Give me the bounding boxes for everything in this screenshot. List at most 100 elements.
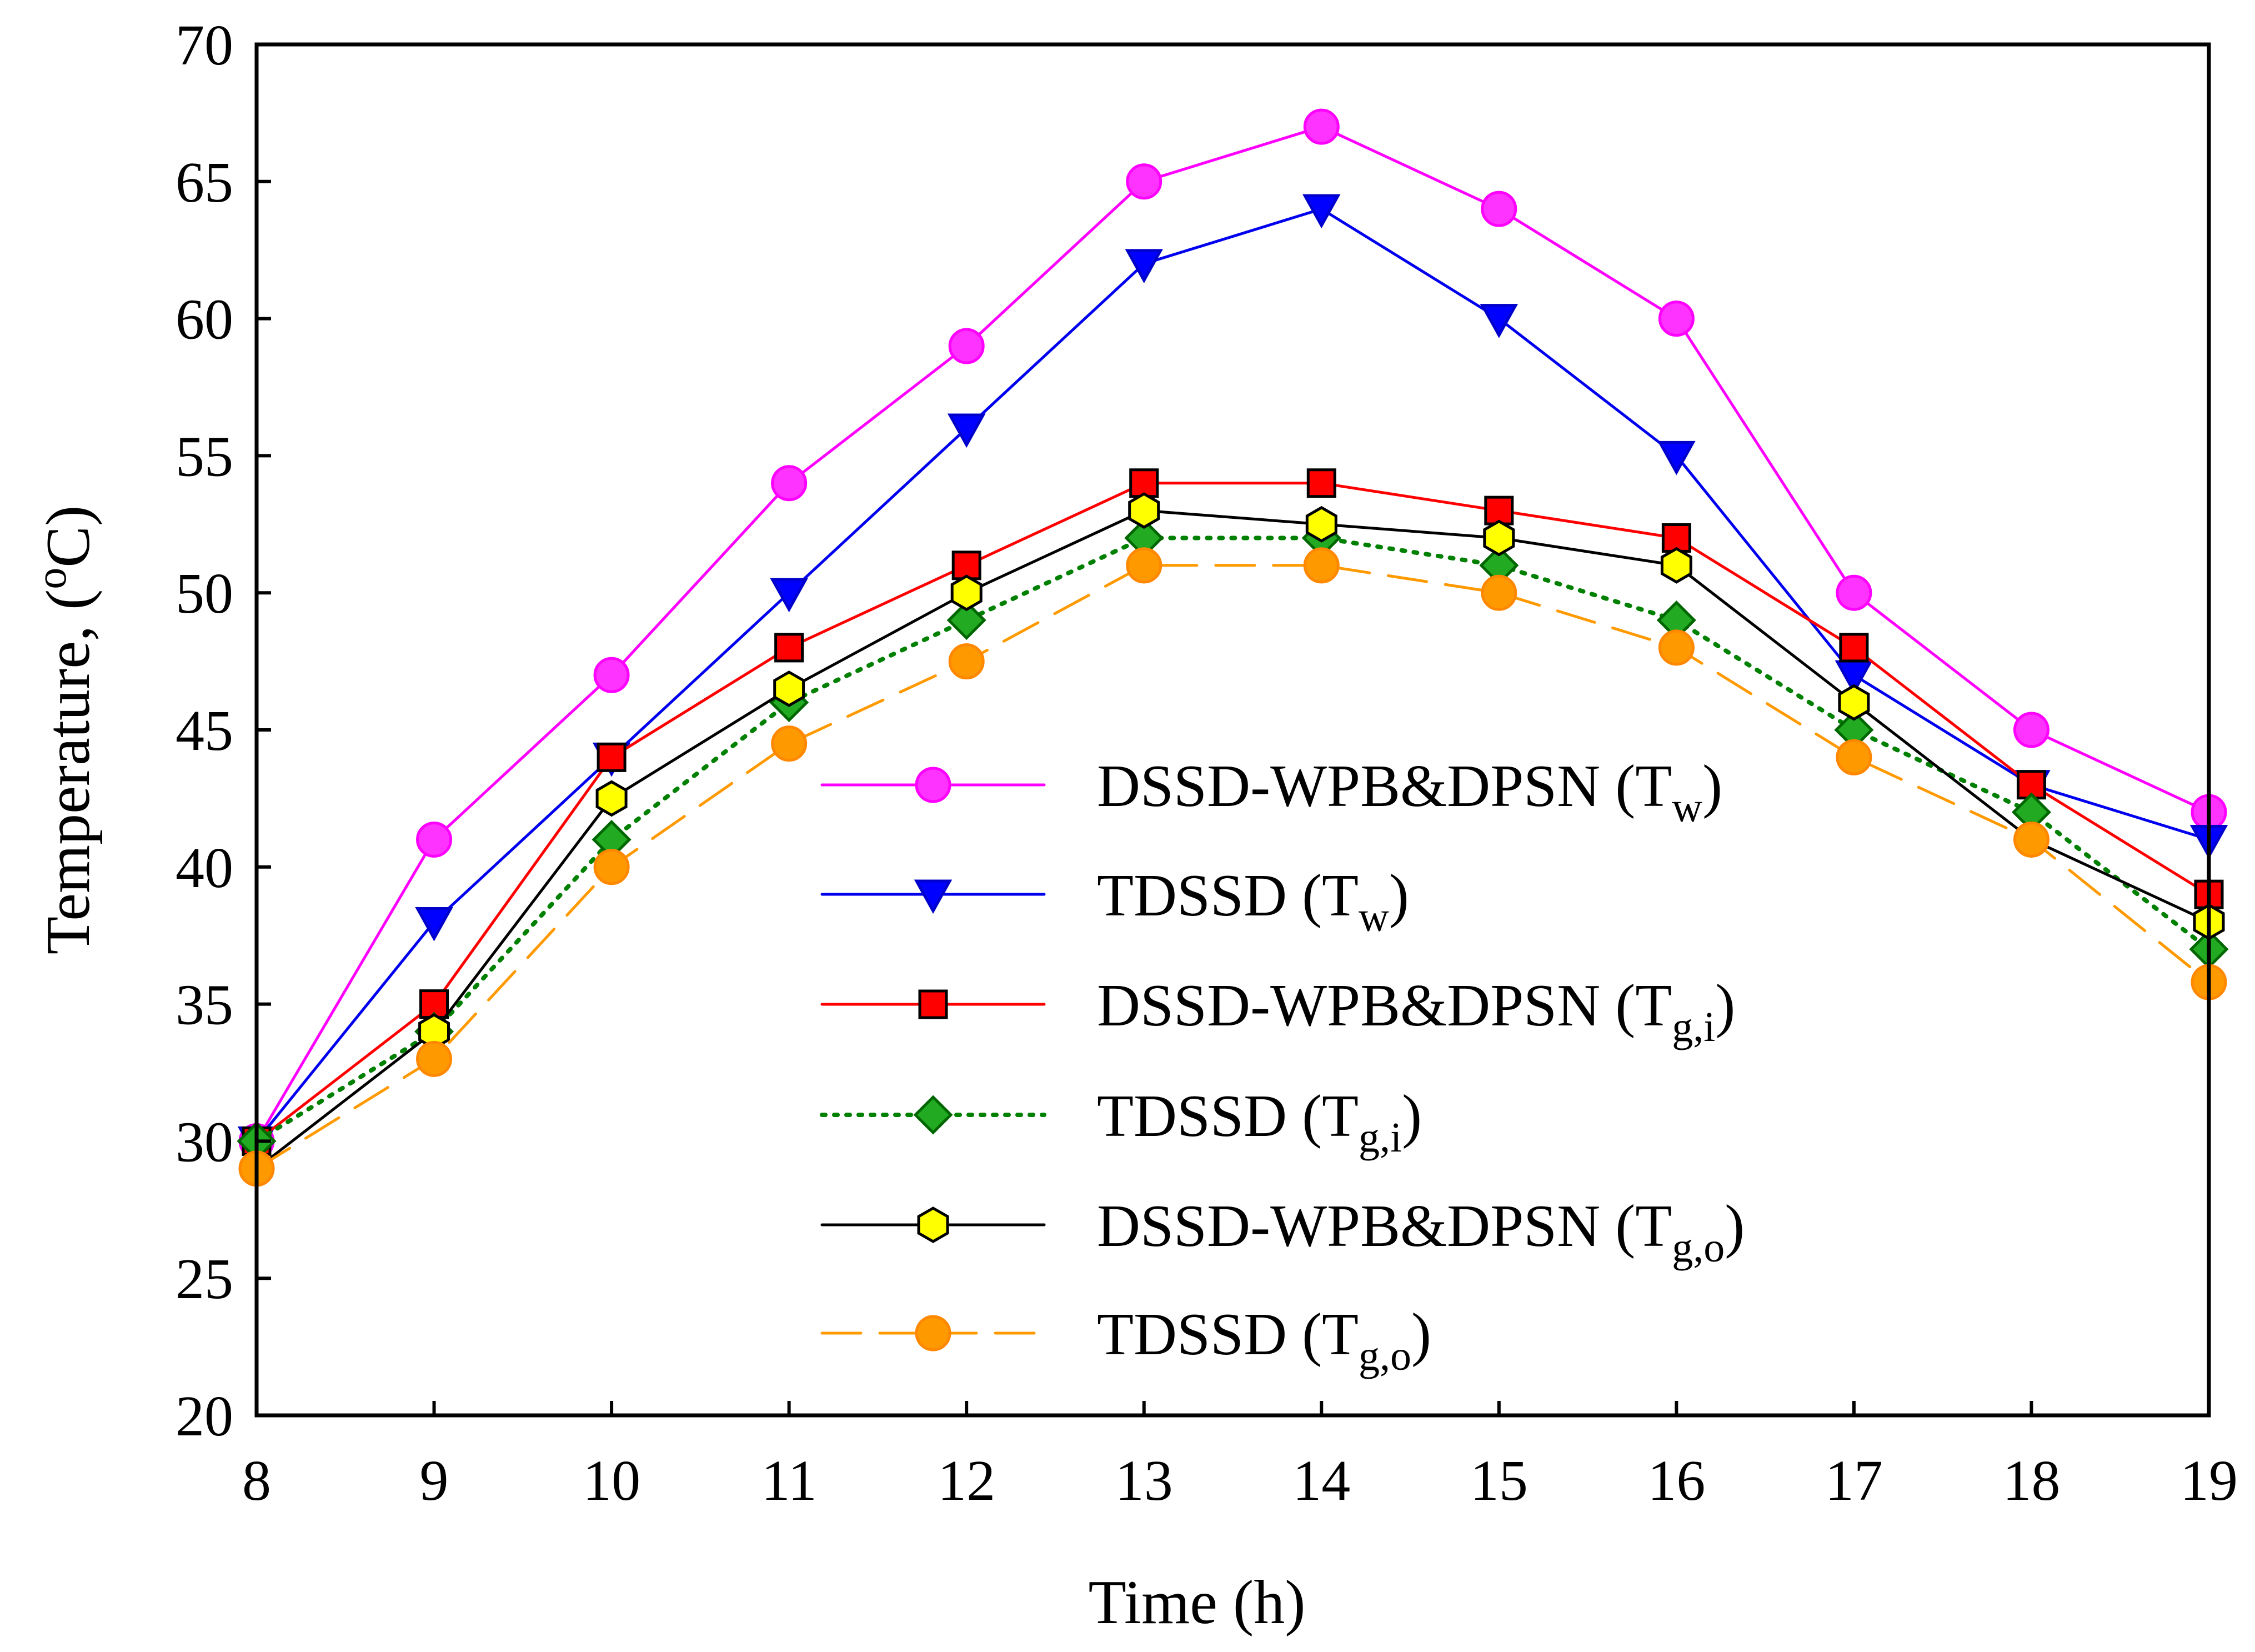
series-4-point-3 xyxy=(773,670,805,707)
y-axis-title-prefix: Temperature, ( xyxy=(34,589,103,955)
series-0 xyxy=(238,108,2227,1159)
legend-marker-1 xyxy=(914,879,953,914)
series-0-point-6 xyxy=(1303,108,1340,145)
series-2-point-6 xyxy=(1306,468,1336,498)
series-4-point-5 xyxy=(1128,492,1160,529)
series-4-point-8 xyxy=(1660,547,1692,584)
series-0-point-9 xyxy=(1836,574,1872,611)
legend-label-base-1: TDSSD (T xyxy=(1097,863,1359,929)
legend-entry-5: TDSSD (Tg,o) xyxy=(820,1301,1431,1379)
legend-label-end-2: ) xyxy=(1715,973,1735,1039)
series-5-point-6 xyxy=(1303,547,1340,584)
legend-entry-2: DSSD-WPB&DPSN (Tg,i) xyxy=(820,973,1735,1050)
legend-label-4: DSSD-WPB&DPSN (Tg,o) xyxy=(1097,1193,1745,1271)
legend-entry-1: TDSSD (Tw) xyxy=(820,863,1409,940)
legend-marker-2 xyxy=(918,989,948,1019)
series-4-point-2 xyxy=(595,780,628,817)
legend-label-sub-1: w xyxy=(1359,894,1389,940)
legend-marker-0 xyxy=(915,767,951,803)
series-3-point-4 xyxy=(946,600,986,640)
y-tick-label-60: 60 xyxy=(176,288,233,352)
series-0-point-8 xyxy=(1658,301,1695,337)
series-1-point-4 xyxy=(947,413,986,448)
series-5-point-5 xyxy=(1126,547,1162,584)
legend-label-end-3: ) xyxy=(1402,1083,1422,1149)
series-1-line xyxy=(255,207,2211,1143)
legend-label-end-1: ) xyxy=(1389,863,1409,929)
y-tick-label-25: 25 xyxy=(176,1247,233,1311)
series-5-point-4 xyxy=(948,643,985,680)
series-0-line xyxy=(255,125,2211,1143)
series-5-point-3 xyxy=(771,725,808,762)
x-tick-label-10: 10 xyxy=(583,1449,640,1513)
y-axis-title-sup: o xyxy=(27,568,75,589)
legend-entry-4: DSSD-WPB&DPSN (Tg,o) xyxy=(820,1193,1745,1271)
legend-marker-4 xyxy=(917,1207,949,1243)
y-tick-label-20: 20 xyxy=(176,1384,233,1448)
y-tick-label-30: 30 xyxy=(176,1110,233,1174)
legend-label-sub-4: g,o xyxy=(1672,1224,1725,1271)
legend-label-sub-3: g,i xyxy=(1359,1114,1402,1161)
legend-label-end-4: ) xyxy=(1725,1193,1745,1259)
legend-entry-0: DSSD-WPB&DPSN (Tw) xyxy=(820,753,1722,831)
series-0-point-10 xyxy=(2013,712,2049,748)
series-1-point-1 xyxy=(415,907,453,942)
series-2 xyxy=(242,468,2224,1156)
legend-label-sub-0: w xyxy=(1672,784,1702,831)
legend-label-end-5: ) xyxy=(1411,1301,1431,1368)
y-tick-label-65: 65 xyxy=(176,151,233,214)
series-4-point-7 xyxy=(1483,519,1515,557)
x-tick-label-19: 19 xyxy=(2180,1449,2238,1513)
x-tick-label-12: 12 xyxy=(938,1449,995,1513)
legend-label-base-5: TDSSD (T xyxy=(1097,1301,1359,1368)
legend-label-2: DSSD-WPB&DPSN (Tg,i) xyxy=(1097,973,1735,1050)
series-1-point-7 xyxy=(1480,304,1519,338)
legend-label-base-0: DSSD-WPB&DPSN (T xyxy=(1097,753,1672,819)
legend-label-base-2: DSSD-WPB&DPSN (T xyxy=(1097,973,1672,1039)
series-0-point-1 xyxy=(416,821,453,858)
series-2-point-9 xyxy=(1839,633,1869,663)
legend-label-base-3: TDSSD (T xyxy=(1097,1083,1359,1149)
legend-label-end-0: ) xyxy=(1702,753,1722,819)
series-3-line xyxy=(254,535,2211,1144)
series-2-point-2 xyxy=(597,742,627,772)
series-2-line xyxy=(255,482,2211,1143)
x-tick-label-14: 14 xyxy=(1292,1449,1350,1513)
series-1-point-5 xyxy=(1125,249,1163,284)
legend-marker-3 xyxy=(913,1095,953,1135)
legend-label-sub-2: g,i xyxy=(1672,1004,1715,1050)
series-1-point-3 xyxy=(770,578,808,613)
series-5-point-10 xyxy=(2013,821,2049,858)
y-axis-title: Temperature, (oC) xyxy=(27,505,103,955)
x-tick-label-11: 11 xyxy=(761,1449,817,1513)
x-axis-title: Time (h) xyxy=(1088,1568,1305,1637)
x-tick-label-13: 13 xyxy=(1115,1449,1173,1513)
y-tick-label-70: 70 xyxy=(176,13,233,77)
series-2-point-3 xyxy=(774,633,804,663)
legend-label-sub-5: g,o xyxy=(1359,1333,1411,1379)
legend-label-1: TDSSD (Tw) xyxy=(1097,863,1409,940)
series-4-point-9 xyxy=(1838,684,1870,721)
series-4-point-6 xyxy=(1305,505,1337,543)
x-tick-label-18: 18 xyxy=(2002,1449,2060,1513)
x-tick-label-9: 9 xyxy=(420,1449,449,1513)
legend: DSSD-WPB&DPSN (Tw)TDSSD (Tw)DSSD-WPB&DPS… xyxy=(820,753,1745,1379)
series-4-line xyxy=(255,509,2211,1170)
series-1-point-8 xyxy=(1657,440,1696,475)
series-0-point-5 xyxy=(1126,163,1162,200)
series-5-point-2 xyxy=(593,849,630,885)
y-tick-label-45: 45 xyxy=(176,699,233,763)
series-2-point-8 xyxy=(1661,523,1691,553)
x-tick-label-8: 8 xyxy=(242,1449,271,1513)
series-2-point-4 xyxy=(951,550,981,580)
legend-label-0: DSSD-WPB&DPSN (Tw) xyxy=(1097,753,1722,831)
y-tick-label-55: 55 xyxy=(176,424,233,488)
legend-label-base-4: DSSD-WPB&DPSN (T xyxy=(1097,1193,1672,1259)
series-0-point-3 xyxy=(771,465,808,502)
series-0-point-2 xyxy=(593,657,630,693)
ticks-layer: 8 9 10 11 12 13 14 15 16 17 18 19 20 25 30 35 40 45 50 55 60… xyxy=(176,13,2238,1513)
series-5-point-1 xyxy=(416,1040,453,1077)
series-5-point-7 xyxy=(1481,574,1517,611)
legend-label-5: TDSSD (Tg,o) xyxy=(1097,1301,1431,1379)
